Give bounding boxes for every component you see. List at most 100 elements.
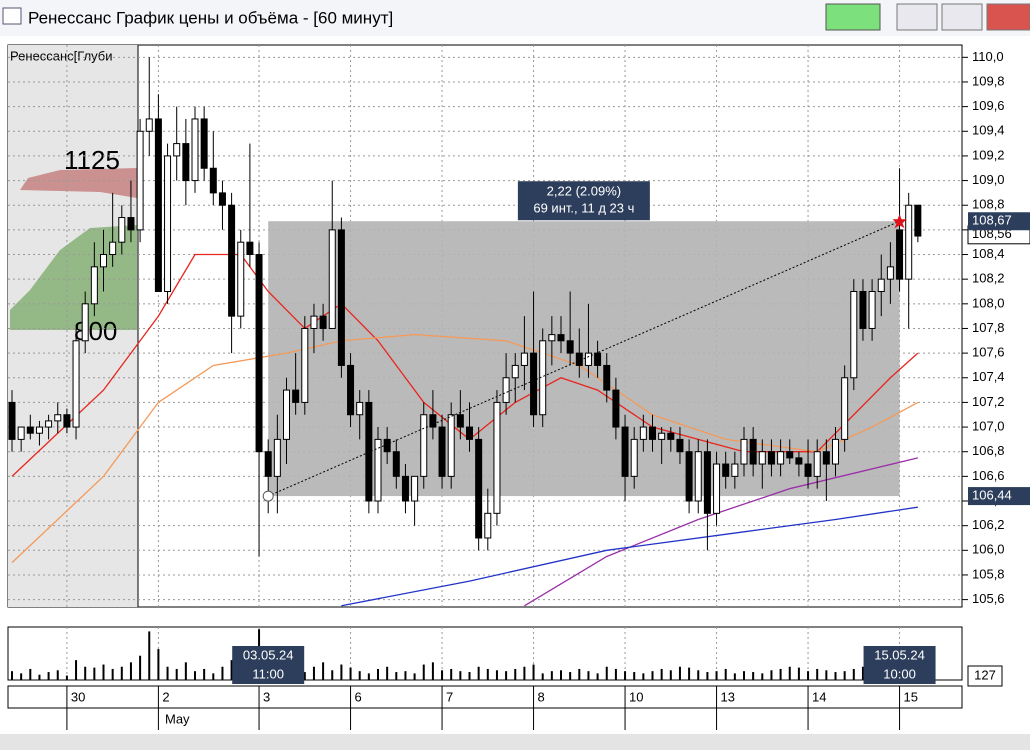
candle-body [694, 451, 702, 502]
maximize-button[interactable] [941, 3, 983, 31]
volume-bar [431, 662, 434, 680]
measure-start [262, 490, 274, 502]
candle-body [484, 512, 492, 539]
x-tick-label: 13 [721, 689, 735, 704]
candle-body [566, 340, 574, 354]
volume-bar [477, 666, 480, 680]
candle-body [777, 451, 785, 465]
volume-bar [861, 666, 864, 680]
volume-bar [541, 673, 544, 680]
y-tick-label: 105,6 [972, 591, 1005, 606]
cursor-date: 15.05.24 [874, 647, 925, 662]
candle-body [17, 426, 25, 440]
candle-body [594, 352, 602, 366]
candle-body [90, 266, 98, 305]
candle-body [740, 438, 748, 465]
y-tick-label: 106,8 [972, 443, 1005, 458]
candle-body [649, 426, 656, 440]
y-tick-label: 109,6 [972, 98, 1005, 113]
candle-body [575, 352, 583, 366]
candle-body [429, 414, 437, 428]
volume-bar [20, 673, 23, 680]
measure-line [268, 220, 900, 497]
volume-bar [743, 671, 745, 680]
candle-body [786, 451, 794, 459]
candle-body [26, 426, 34, 434]
candle-body [109, 241, 117, 256]
candle-body [466, 426, 473, 440]
candle-body [841, 377, 849, 440]
volume-bar [212, 673, 215, 680]
x-tick-label: 7 [446, 689, 453, 704]
x-tick-label: 3 [263, 689, 270, 704]
candle-body [218, 192, 226, 206]
candle-body [54, 414, 62, 422]
candle-body [447, 414, 455, 477]
volume-bar [75, 660, 78, 680]
measure-change: 2,22 (2.09%) [547, 184, 621, 199]
measure-price-label: 108,67 [972, 213, 1012, 228]
candle-body [228, 204, 236, 317]
scrollbar[interactable] [0, 734, 1030, 750]
volume-bar [11, 671, 13, 680]
moving-average [11, 333, 919, 564]
volume-bar [770, 670, 773, 680]
volume-bar [843, 671, 846, 680]
volume-bar [441, 670, 444, 680]
volume-bar [797, 667, 800, 680]
candle-body [374, 438, 382, 502]
x-tick-label: 10 [629, 689, 643, 704]
profile-green [10, 225, 137, 330]
volume-bar [596, 673, 599, 680]
y-tick-label: 107,2 [972, 394, 1005, 409]
volume-bar [450, 668, 453, 680]
candle-body [685, 451, 693, 502]
volume-bar [203, 668, 206, 680]
window-title: Ренессанс График цены и объёма - [60 мин… [28, 8, 393, 27]
cursor-box [863, 646, 936, 684]
candle-body [767, 451, 775, 465]
x-tick-label: 8 [538, 689, 545, 704]
volume-bar [569, 672, 572, 680]
volume-bar [331, 670, 334, 680]
volume-bar [486, 668, 489, 680]
y-tick-label: 110,0 [972, 49, 1004, 64]
candle-body [246, 241, 254, 256]
volume-bar [395, 672, 398, 680]
link-button[interactable] [825, 3, 881, 31]
candle-body [557, 334, 565, 342]
close-button[interactable] [986, 3, 1030, 31]
date-axis [7, 685, 963, 709]
volume-bar [514, 668, 517, 680]
volume-bar [560, 670, 562, 680]
y-tick-label: 107,8 [972, 320, 1005, 335]
minimize-button[interactable] [896, 3, 938, 31]
profile-red [20, 168, 137, 198]
candle-body [63, 414, 71, 428]
y-tick-label: 108,4 [972, 246, 1005, 261]
volume-bar [605, 666, 608, 680]
candle-body [301, 327, 309, 403]
volume-bar [642, 673, 645, 680]
candle-body [667, 432, 675, 440]
moving-average [11, 253, 919, 477]
candle-body [676, 438, 684, 453]
candle-body [731, 463, 739, 477]
y-tick-label: 109,4 [972, 123, 1005, 138]
volume-label-box [967, 665, 1003, 687]
volume-bar [495, 670, 498, 680]
candle-body [173, 143, 181, 157]
candle-body [749, 438, 757, 465]
volume-bar [825, 670, 828, 680]
volume-bar [303, 672, 306, 680]
candle-body [164, 155, 172, 292]
candle-body [328, 229, 336, 329]
volume-bar [386, 666, 389, 680]
candle-body [722, 463, 730, 477]
x-tick-label: 6 [355, 689, 362, 704]
x-tick-label: 2 [162, 689, 169, 704]
volume-bar [194, 671, 196, 680]
volume-bar [724, 668, 727, 680]
candle-body [877, 278, 885, 292]
